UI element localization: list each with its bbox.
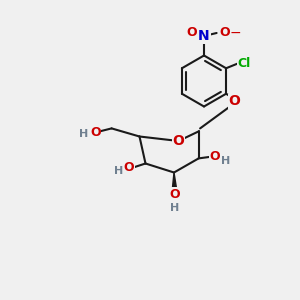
Text: H: H [221, 155, 230, 166]
Text: O: O [169, 188, 180, 201]
Text: O: O [186, 26, 197, 40]
Text: O: O [172, 134, 184, 148]
Text: O: O [210, 150, 220, 164]
Text: O: O [90, 126, 101, 139]
Text: O: O [124, 160, 134, 174]
Polygon shape [172, 172, 177, 194]
Text: N: N [198, 29, 210, 43]
Text: O: O [229, 94, 240, 108]
Text: H: H [170, 203, 179, 213]
Text: Cl: Cl [238, 57, 251, 70]
Text: H: H [79, 129, 88, 140]
Text: −: − [229, 26, 241, 39]
Text: H: H [114, 166, 123, 176]
Text: O: O [219, 26, 230, 39]
